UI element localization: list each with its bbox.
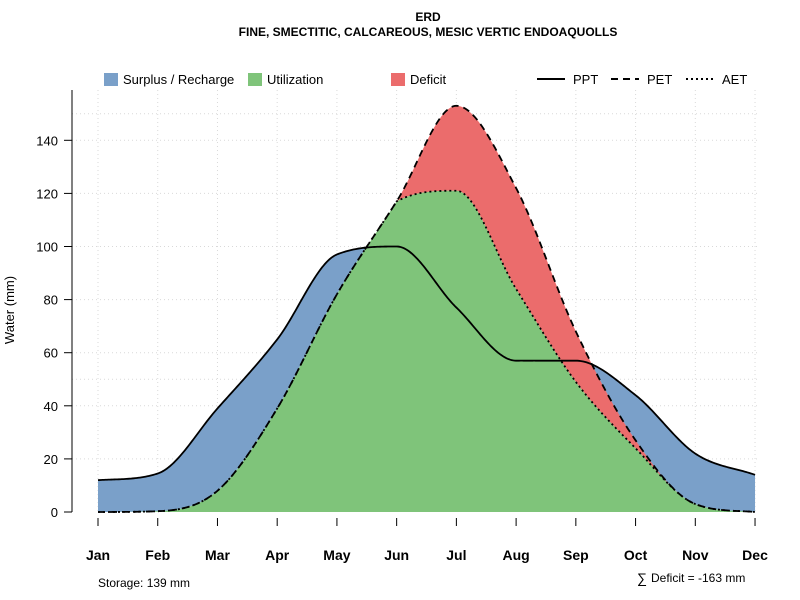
y-tick-label: 80 <box>44 293 58 308</box>
legend-label-aet: AET <box>722 72 747 87</box>
chart-subtitle: FINE, SMECTITIC, CALCAREOUS, MESIC VERTI… <box>239 25 618 39</box>
areas <box>98 105 756 512</box>
x-tick-label: Sep <box>563 547 589 563</box>
storage-annotation: Storage: 139 mm <box>98 576 190 590</box>
x-tick-label: Mar <box>205 547 230 563</box>
legend: Surplus / Recharge Utilization Deficit P… <box>104 72 747 87</box>
x-tick-label: Apr <box>265 547 290 563</box>
legend-swatch-surplus <box>104 73 118 86</box>
legend-label-utilization: Utilization <box>267 72 323 87</box>
x-tick-label: Jul <box>446 547 466 563</box>
deficit-annotation: Deficit = -163 mm <box>651 571 745 585</box>
legend-label-deficit: Deficit <box>410 72 447 87</box>
y-tick-label: 0 <box>51 505 58 520</box>
legend-swatch-utilization <box>248 73 262 86</box>
y-tick-label: 100 <box>36 240 58 255</box>
x-tick-label: Jun <box>384 547 409 563</box>
x-tick-label: Nov <box>682 547 709 563</box>
x-tick-label: Dec <box>742 547 768 563</box>
y-axis-label: Water (mm) <box>2 276 17 344</box>
y-tick-label: 60 <box>44 346 58 361</box>
deficit-sum-symbol: ∑ <box>637 570 647 586</box>
legend-label-surplus: Surplus / Recharge <box>123 72 234 87</box>
legend-label-pet: PET <box>647 72 672 87</box>
utilization-area <box>98 190 756 512</box>
legend-swatch-deficit <box>391 73 405 86</box>
series-lines <box>97 104 756 513</box>
x-tick-label: Aug <box>503 547 530 563</box>
ppt-line <box>97 245 756 482</box>
axes: 0 20 40 60 80 100 120 140 Jan Feb Mar Apr May Jun Jul A… <box>36 90 768 563</box>
chart-title: ERD <box>415 10 441 24</box>
deficit-area <box>98 105 756 512</box>
y-tick-label: 40 <box>44 399 58 414</box>
legend-label-ppt: PPT <box>573 72 598 87</box>
y-tick-label: 140 <box>36 133 58 148</box>
y-tick-label: 20 <box>44 452 58 467</box>
x-tick-label: May <box>323 547 350 563</box>
pet-line <box>98 104 756 513</box>
y-tick-label: 120 <box>36 186 58 201</box>
x-tick-label: Feb <box>145 547 170 563</box>
x-tick-label: Oct <box>624 547 648 563</box>
x-tick-label: Jan <box>86 547 110 563</box>
